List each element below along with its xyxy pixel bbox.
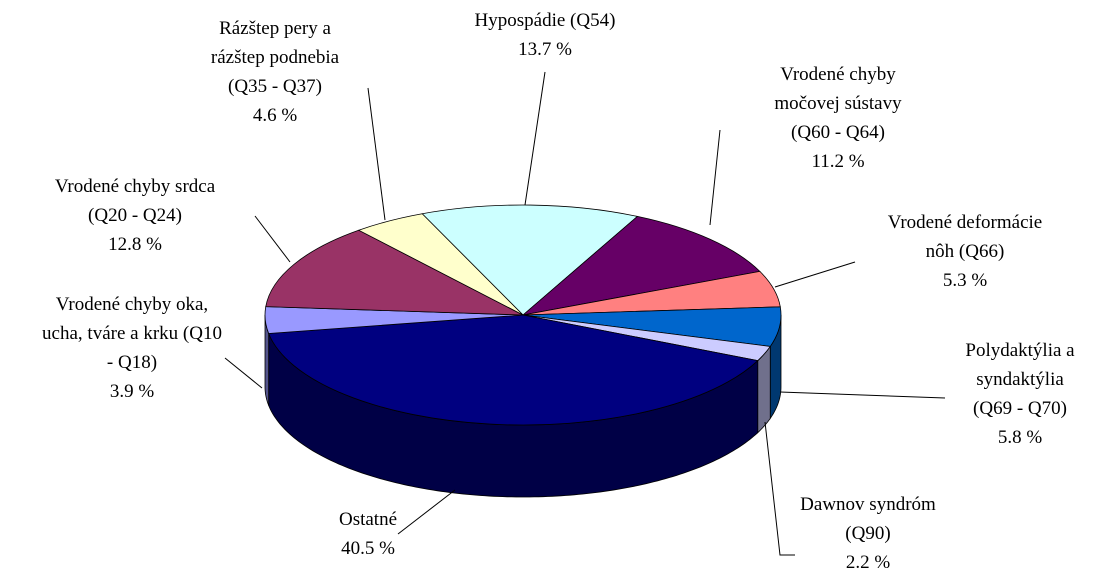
value-label: 13.7 % [518, 39, 572, 60]
value-label: 12.8 % [108, 234, 162, 255]
slice [357, 213, 524, 316]
slice-label: Ostatné 40.5 % [293, 505, 443, 563]
leader-line [224, 357, 263, 389]
leader-line [709, 129, 721, 226]
slice [265, 229, 524, 316]
category-label: Polydaktýlia a syndaktýlia (Q69 - Q70) [965, 340, 1075, 419]
value-label: 4.6 % [252, 105, 298, 126]
value-label: 40.5 % [341, 538, 395, 559]
slice-label: Vrodené chyby močovej sústavy (Q60 - Q64… [761, 60, 916, 176]
category-label: Vrodené chyby srdca (Q20 - Q24) [54, 176, 216, 226]
leader-line [397, 489, 456, 535]
slice-label: Polydaktýlia a syndaktýlia (Q69 - Q70) 5.… [961, 336, 1079, 452]
slice-label: Vrodené deformácie nôh (Q66) 5.3 % [873, 208, 1058, 295]
slice [268, 314, 759, 426]
leader-line [779, 391, 946, 399]
value-label: 5.8 % [997, 427, 1043, 448]
value-label: 11.2 % [811, 151, 865, 172]
value-label: 2.2 % [845, 552, 891, 573]
category-label: Vrodené deformácie nôh (Q66) [887, 212, 1043, 262]
slice [521, 215, 761, 316]
category-label: Vrodené chyby močovej sústavy (Q60 - Q64… [774, 64, 902, 143]
slice-label: Vrodené chyby oka, ucha, tváre a krku (Q… [37, 290, 227, 406]
category-label: Dawnov syndróm (Q90) [800, 494, 936, 544]
slice-label: Dawnov syndróm (Q90) 2.2 % [788, 490, 948, 577]
slice-label: Hypospádie (Q54) 13.7 % [440, 6, 650, 64]
category-label: Hypospádie (Q54) [474, 10, 616, 31]
category-label: Ostatné [338, 509, 398, 530]
slice-label: Vrodené chyby srdca (Q20 - Q24) 12.8 % [40, 172, 230, 259]
leader-line [764, 421, 795, 556]
value-label: 5.3 % [942, 270, 988, 291]
leader-line [774, 261, 856, 288]
slice [421, 204, 639, 316]
category-label: Vrodené chyby oka, ucha, tváre a krku (Q… [42, 294, 222, 373]
leader-line [524, 71, 546, 206]
slice-label: Rázštep pery a rázštep podnebia (Q35 - Q… [191, 14, 359, 130]
leader-line [367, 87, 386, 221]
leader-line [254, 215, 291, 263]
value-label: 3.9 % [109, 381, 155, 402]
category-label: Rázštep pery a rázštep podnebia (Q35 - Q… [210, 18, 340, 97]
